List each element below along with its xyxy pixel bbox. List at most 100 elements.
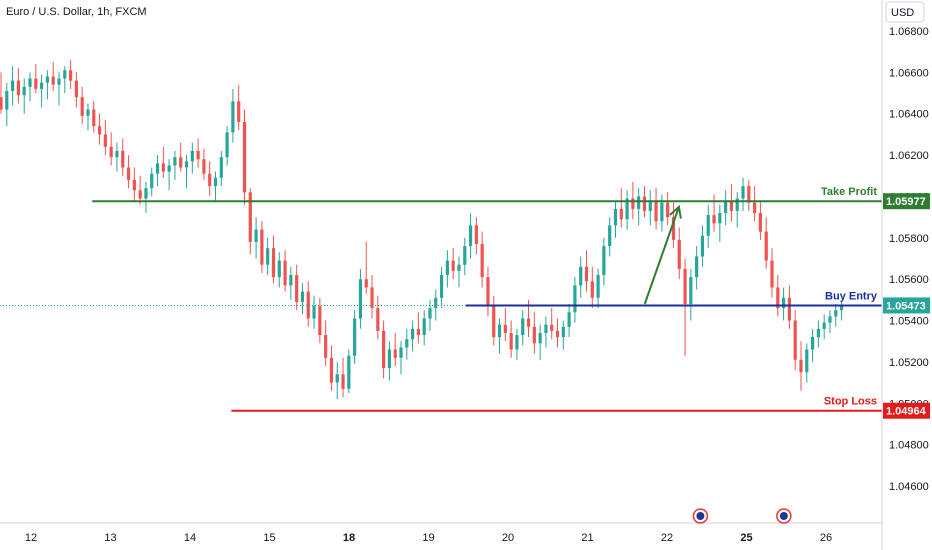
candle-body <box>40 82 44 89</box>
event-markers[interactable] <box>692 508 792 524</box>
candle-body <box>712 215 716 224</box>
candle-body <box>202 159 206 174</box>
candle-body <box>770 260 774 288</box>
candle-body <box>822 322 826 329</box>
candle-body <box>144 188 148 199</box>
candle-body <box>51 76 55 85</box>
symbol-title: Euro / U.S. Dollar, 1h, FXCM <box>6 6 147 18</box>
candle-body <box>155 163 160 174</box>
candle-body <box>97 126 102 135</box>
candle-body <box>799 359 803 373</box>
candle-body <box>306 291 310 319</box>
y-tick-label: 1.05200 <box>889 357 929 369</box>
x-tick-label: 22 <box>661 532 673 544</box>
x-tick-label: 20 <box>502 532 514 544</box>
candle-body <box>457 264 461 271</box>
candle-body <box>428 308 432 319</box>
x-tick-label: 12 <box>25 532 37 544</box>
candle-body <box>834 310 838 317</box>
y-tick-label: 1.06200 <box>889 150 929 162</box>
candle-body <box>515 335 519 350</box>
candle-body <box>666 202 670 218</box>
candle-body <box>561 326 565 338</box>
x-tick-label: 15 <box>263 532 275 544</box>
candle-body <box>63 70 67 79</box>
candle-body <box>631 198 635 209</box>
candle-body <box>486 277 490 307</box>
candle-body <box>237 101 241 122</box>
candle-body <box>34 78 38 89</box>
candle-body <box>700 235 705 257</box>
candle-body <box>613 208 618 226</box>
candle-body <box>474 225 478 245</box>
candle-body <box>132 179 136 191</box>
candle-body <box>497 324 502 338</box>
candle-body <box>411 328 415 340</box>
candle-body <box>521 318 525 336</box>
candle-body <box>289 275 293 286</box>
candle-body <box>295 275 299 302</box>
candle-body <box>422 318 426 336</box>
candle-body <box>57 78 61 85</box>
candle-body <box>671 217 676 240</box>
candle-body <box>121 150 125 168</box>
candle-body <box>184 161 189 168</box>
candle-body <box>532 326 536 344</box>
y-tick-label: 1.05400 <box>889 316 929 328</box>
currency-button[interactable] <box>885 1 925 23</box>
level-name-stop-loss: Stop Loss <box>824 396 877 408</box>
price-badge-take-profit <box>883 193 930 210</box>
candle-body <box>260 229 264 265</box>
arrow-head <box>669 204 682 219</box>
candle-body <box>695 256 699 278</box>
candle-body <box>22 86 26 96</box>
candle-body <box>805 349 809 373</box>
candle-body <box>648 200 652 211</box>
candle-body <box>335 374 339 383</box>
price-axis[interactable]: 1.046001.048001.050001.052001.054001.056… <box>889 26 929 493</box>
candle-body <box>445 260 449 276</box>
x-tick-label: 13 <box>104 532 116 544</box>
candle-body <box>764 231 768 261</box>
candle-body <box>416 328 420 336</box>
candle-body <box>208 173 212 187</box>
candle-body <box>254 229 258 242</box>
candle-body <box>109 146 113 158</box>
candle-body <box>353 318 357 356</box>
candle-body <box>283 260 287 286</box>
candle-body <box>376 308 380 331</box>
economic-event-icon-dot <box>779 512 788 520</box>
candle-body <box>173 157 177 166</box>
candle-body <box>793 320 797 360</box>
candle-body <box>492 306 496 338</box>
candle-body <box>660 202 664 222</box>
candle-body <box>839 306 844 311</box>
candle-body <box>828 316 832 323</box>
candle-body <box>509 332 513 350</box>
candle-body <box>776 287 780 309</box>
projection-arrow <box>643 204 682 305</box>
x-tick-label: 25 <box>740 532 752 544</box>
candle-body <box>503 324 507 333</box>
candle-body <box>271 248 276 278</box>
candle-body <box>190 150 194 162</box>
candle-body <box>405 339 409 348</box>
time-axis[interactable]: 12 13 14 15 18 19 20 21 22 25 26 <box>25 532 832 544</box>
level-badges: 1.05977 1.05473 1.04964 <box>883 193 930 419</box>
candle-body <box>625 198 629 220</box>
candle-body <box>596 275 600 298</box>
candle-body <box>451 260 455 271</box>
x-tick-label: 19 <box>422 532 434 544</box>
y-tick-label: 1.05800 <box>889 233 929 245</box>
candle-body <box>248 192 252 242</box>
x-tick-label: 26 <box>820 532 832 544</box>
candle-body <box>370 287 374 309</box>
candle-body <box>347 355 351 389</box>
candle-body <box>787 297 791 321</box>
y-tick-label: 1.06800 <box>889 26 929 38</box>
candle-body <box>324 335 328 358</box>
candle-body <box>68 70 73 81</box>
candle-body <box>579 266 583 286</box>
candle-body <box>179 157 183 168</box>
